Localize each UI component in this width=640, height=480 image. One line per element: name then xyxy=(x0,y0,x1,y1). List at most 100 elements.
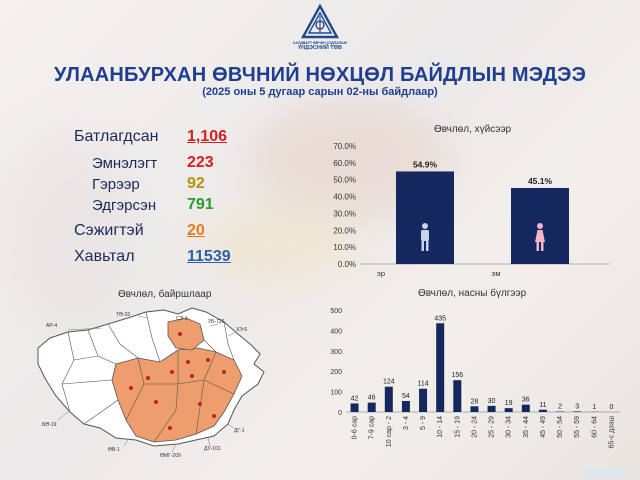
y-tick-label: 200 xyxy=(330,369,342,376)
stat-confirmed: Батлагдсан xyxy=(74,128,158,146)
stat-screened-value: 11539 xyxy=(187,248,231,265)
icon-body xyxy=(535,230,545,242)
map-label: СЭ-1 xyxy=(176,316,188,322)
background-decoration xyxy=(200,200,360,290)
background-decoration xyxy=(0,130,140,330)
bar-age-group xyxy=(453,380,462,412)
icon-leg xyxy=(421,241,424,251)
stat-confirmed-label: Батлагдсан xyxy=(74,128,159,145)
map-label: БӨ-19 xyxy=(42,422,57,428)
data-label: 156 xyxy=(451,372,463,379)
stat-recovered-value: 791 xyxy=(187,196,214,213)
data-label: 3 xyxy=(575,403,579,410)
x-tick-label: 65-с дээш xyxy=(608,416,615,449)
x-tick-label: эр xyxy=(377,269,385,278)
data-label: 11 xyxy=(539,402,546,409)
region-affected xyxy=(167,317,205,351)
data-label: 36 xyxy=(522,397,530,404)
data-label: 45.1% xyxy=(528,176,553,186)
x-tick-label: 3 - 4 xyxy=(403,416,410,430)
stat-confirmed-value: 1,106 xyxy=(187,128,228,145)
bar-age-group xyxy=(573,411,582,412)
data-label: 1 xyxy=(592,404,596,411)
data-label: 124 xyxy=(383,379,395,386)
data-label: 28 xyxy=(471,398,479,405)
case-dot xyxy=(168,426,172,430)
y-tick-label: 500 xyxy=(330,308,342,315)
x-tick-label: 10 - 14 xyxy=(437,416,444,438)
stat-screened-label: Хавьтал xyxy=(74,248,135,265)
stat-hospital-value: 223 xyxy=(187,154,214,171)
map-label: ӨМГ-209 xyxy=(160,453,181,459)
stat-hospital-label: Эмнэлэгт xyxy=(92,155,158,172)
callout-lines xyxy=(57,315,237,453)
bar-age-group xyxy=(487,405,496,412)
logo-text-line2: ҮНДЭСНИЙ ТӨВ xyxy=(298,45,342,51)
map-title: Өвчлөл, байршлаар xyxy=(118,289,212,300)
location-map: АР-4 ТӨ-33 СЭ-1 УБ-726 ХЭ-6 БӨ-19 ӨВ-1 Ө… xyxy=(37,307,265,459)
bar-age-group xyxy=(350,403,359,412)
icon-leg xyxy=(541,241,544,251)
bar-age-group xyxy=(384,386,393,412)
icon-head xyxy=(422,223,428,229)
stat-suspected-value: 20 xyxy=(187,222,205,239)
map-label: ДУ-101 xyxy=(204,446,221,452)
gender-chart-title: Өвчлөл, хүйсээр xyxy=(434,124,512,135)
x-tick-label: 20 - 24 xyxy=(471,416,478,438)
female-person-icon xyxy=(535,223,545,251)
region-labels: АР-4 ТӨ-33 СЭ-1 УБ-726 ХЭ-6 БӨ-19 ӨВ-1 Ө… xyxy=(42,312,247,459)
data-label: 0 xyxy=(609,404,613,411)
y-tick-label: 400 xyxy=(330,328,342,335)
bar-age-group xyxy=(401,400,410,412)
y-tick-label: 0.0% xyxy=(338,260,356,269)
bar-age-group xyxy=(470,406,479,412)
icon-leg xyxy=(426,241,429,251)
bar-age-group xyxy=(436,323,445,412)
data-label: 54.9% xyxy=(413,159,438,169)
bar-age-group xyxy=(538,409,547,412)
stat-home-label: Гэрээр xyxy=(92,176,140,193)
x-tick-label: 45 - 49 xyxy=(540,416,547,438)
gender-bar-chart: 0.0% 10.0% 20.0% 30.0% 40.0% 50.0% 60.0% 70.0% 5… xyxy=(333,142,610,278)
x-tick-label: 5 - 9 xyxy=(420,416,427,430)
map-label: ХЭ-6 xyxy=(236,327,247,333)
map-label: ӨВ-1 xyxy=(108,447,120,453)
bar-age-group xyxy=(367,402,376,412)
x-tick-label: 35 - 44 xyxy=(523,416,530,438)
icon-body xyxy=(421,230,429,241)
stat-suspected: Сэжигтэй xyxy=(74,222,144,240)
stat-home: Гэрээр xyxy=(92,176,140,193)
y-tick-label: 100 xyxy=(330,390,342,397)
y-tick-label: 0 xyxy=(338,410,342,417)
page-title: УЛААНБУРХАН ӨВЧНИЙ НӨХЦӨЛ БАЙДЛЫН МЭДЭЭ xyxy=(53,64,587,86)
aimag-borders xyxy=(61,311,235,443)
stat-recovered: Эдгэрсэн xyxy=(92,197,156,214)
stat-hospital: Эмнэлэгт xyxy=(92,155,157,172)
organization-logo: ХАЛДВАРТ ӨВЧИН СУДЛАЛЫН ҮНДЭСНИЙ ТӨВ xyxy=(286,4,354,51)
x-tick-label: 25 - 29 xyxy=(489,416,496,438)
case-dot xyxy=(186,360,190,364)
bar-эр xyxy=(396,171,454,264)
data-label: 30 xyxy=(488,398,496,405)
map-label: ДГ-1 xyxy=(234,428,245,434)
case-dot xyxy=(190,374,194,378)
data-label: 2 xyxy=(558,404,562,411)
case-dot xyxy=(129,386,133,390)
map-label: ТӨ-33 xyxy=(116,312,130,318)
x-tick-label: 55 - 59 xyxy=(574,416,581,438)
case-dot xyxy=(206,358,210,362)
bar-age-group xyxy=(419,388,428,412)
page-subtitle: (2025 оны 5 дугаар сарын 02-ны байдлаар) xyxy=(202,86,438,98)
x-tick-label: 15 - 19 xyxy=(454,416,461,438)
data-label: 46 xyxy=(368,395,376,402)
stat-screened: Хавьтал xyxy=(74,248,135,266)
stat-suspected-label: Сэжигтэй xyxy=(74,222,144,239)
footer-badge xyxy=(584,468,624,478)
y-tick-label: 60.0% xyxy=(333,159,356,168)
icon-leg xyxy=(536,241,539,251)
y-tick-label: 40.0% xyxy=(333,193,356,202)
data-label: 19 xyxy=(505,400,513,407)
data-label: 435 xyxy=(434,315,446,322)
x-tick-label: 7-9 сар xyxy=(369,416,376,439)
case-dot xyxy=(146,376,150,380)
